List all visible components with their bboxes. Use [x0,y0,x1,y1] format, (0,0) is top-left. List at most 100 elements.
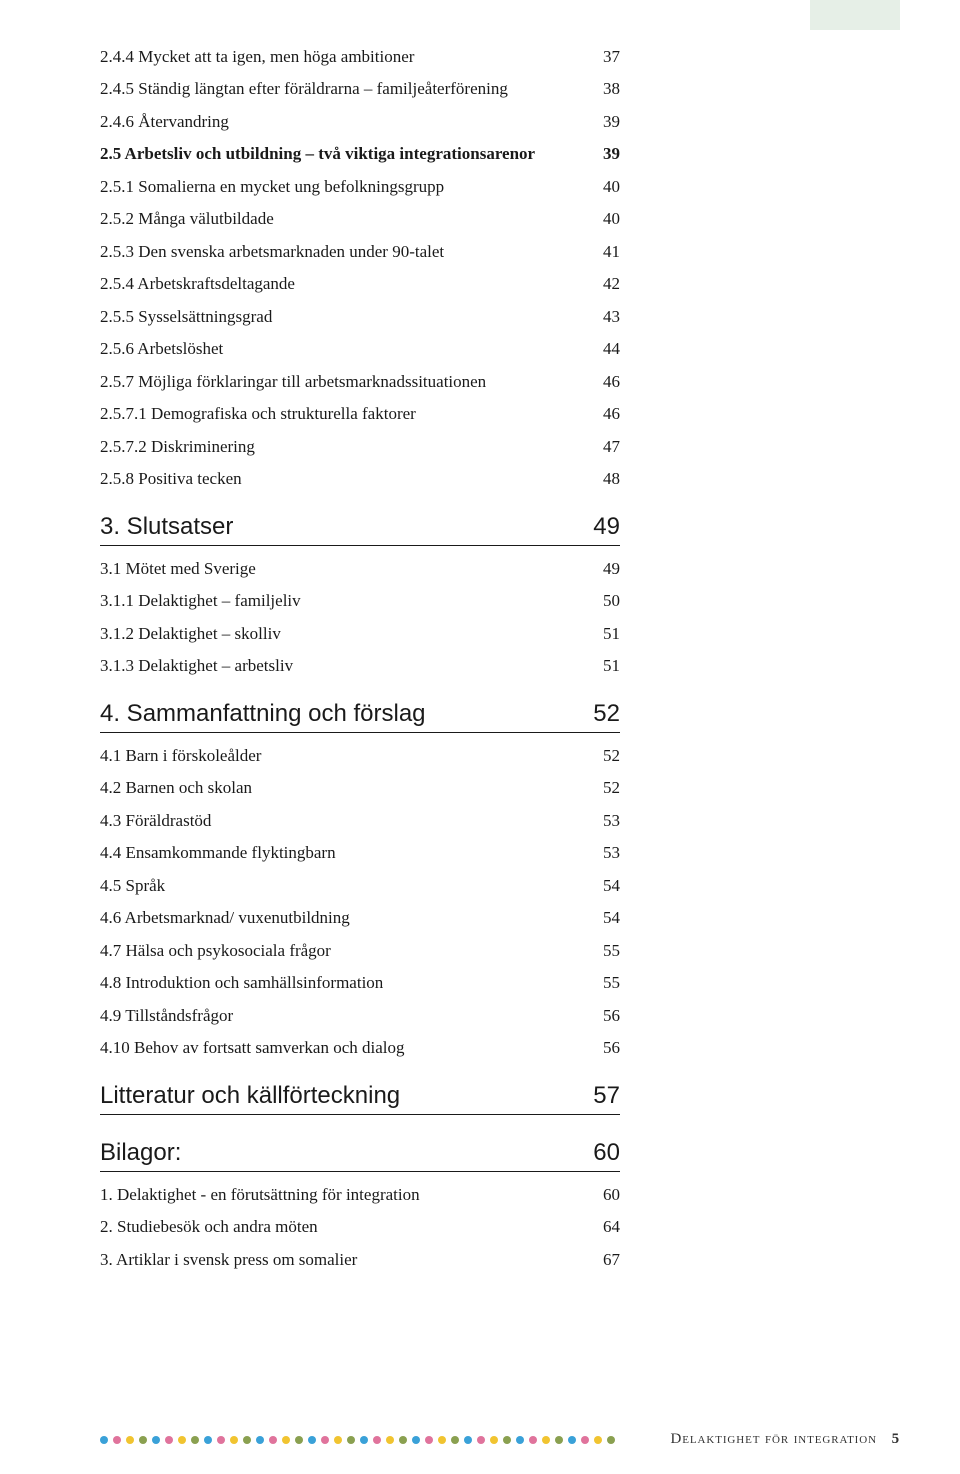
footer-dot [581,1436,589,1444]
toc-entry-page: 54 [592,905,620,931]
toc-heading-page: 57 [593,1082,620,1110]
toc-entry-page: 54 [592,873,620,899]
toc-entry: 3.1.3 Delaktighet – arbetsliv51 [100,650,620,683]
toc-entry: 2.5.8 Positiva tecken48 [100,463,620,496]
toc-entry: 2.4.6 Återvandring39 [100,105,620,138]
footer-dot [334,1436,342,1444]
toc-entry-page: 44 [592,336,620,362]
toc-heading-title: Bilagor: [100,1139,181,1167]
toc-entry-title: 3.1 Mötet med Sverige [100,556,592,582]
toc-entry: 2. Studiebesök och andra möten64 [100,1211,620,1244]
toc-heading-page: 52 [593,700,620,728]
toc-entry-title: 4.4 Ensamkommande flyktingbarn [100,840,592,866]
footer-dot [516,1436,524,1444]
toc-heading-title: Litteratur och källförteckning [100,1082,400,1110]
footer-dot [425,1436,433,1444]
toc-entry-title: 2.4.6 Återvandring [100,109,592,135]
toc-entry-page: 67 [592,1247,620,1273]
footer-dot [230,1436,238,1444]
toc-entry-page: 55 [592,938,620,964]
toc-entry-title: 3. Artiklar i svensk press om somalier [100,1247,592,1273]
footer-dot [308,1436,316,1444]
toc-entry-page: 38 [592,76,620,102]
footer-dot [451,1436,459,1444]
toc-entry-title: 2.5 Arbetsliv och utbildning – två vikti… [100,141,592,167]
toc-entry-page: 53 [592,840,620,866]
toc-entry-title: 4.7 Hälsa och psykosociala frågor [100,938,592,964]
toc-entry-title: 2. Studiebesök och andra möten [100,1214,592,1240]
footer-dot [165,1436,173,1444]
toc-entry-title: 2.5.5 Sysselsättningsgrad [100,304,592,330]
toc-entry-title: 4.8 Introduktion och samhällsinformation [100,970,592,996]
toc-entry: 3. Artiklar i svensk press om somalier67 [100,1243,620,1276]
footer-dot [607,1436,615,1444]
toc-entry-title: 2.5.1 Somalierna en mycket ung befolknin… [100,174,592,200]
side-accent-bar [810,0,900,30]
footer-dot [204,1436,212,1444]
footer-dot [477,1436,485,1444]
toc-entry: 2.5.7 Möjliga förklaringar till arbetsma… [100,365,620,398]
toc-entry: 2.5.7.2 Diskriminering47 [100,430,620,463]
toc-entry-page: 64 [592,1214,620,1240]
toc-entry-page: 53 [592,808,620,834]
toc-entry-title: 2.4.5 Ständig längtan efter föräldrarna … [100,76,592,102]
table-of-contents: 2.4.4 Mycket att ta igen, men höga ambit… [100,40,620,1276]
toc-entry-title: 2.5.7 Möjliga förklaringar till arbetsma… [100,369,592,395]
page-footer: Delaktighet för integration 5 [100,1431,900,1448]
toc-entry-title: 3.1.2 Delaktighet – skolliv [100,621,592,647]
toc-entry: 4.7 Hälsa och psykosociala frågor55 [100,934,620,967]
footer-dot [217,1436,225,1444]
toc-entry: 2.4.4 Mycket att ta igen, men höga ambit… [100,40,620,73]
toc-entry: 4.6 Arbetsmarknad/ vuxenutbildning54 [100,902,620,935]
toc-entry: 1. Delaktighet - en förutsättning för in… [100,1178,620,1211]
toc-entry-title: 4.9 Tillståndsfrågor [100,1003,592,1029]
toc-entry-page: 40 [592,174,620,200]
page: 2.4.4 Mycket att ta igen, men höga ambit… [0,0,960,1474]
toc-entry-page: 41 [592,239,620,265]
toc-entry: 3.1.1 Delaktighet – familjeliv50 [100,585,620,618]
toc-entry-page: 40 [592,206,620,232]
footer-title: Delaktighet för integration [671,1431,877,1447]
toc-section-heading: 3. Slutsatser49 [100,495,620,546]
toc-section-heading: Bilagor:60 [100,1121,620,1172]
toc-entry-page: 52 [592,775,620,801]
toc-entry-title: 2.5.2 Många välutbildade [100,206,592,232]
footer-dot [529,1436,537,1444]
footer-dot [464,1436,472,1444]
footer-dot [438,1436,446,1444]
footer-dot [243,1436,251,1444]
footer-text: Delaktighet för integration 5 [671,1431,900,1448]
toc-entry: 4.5 Språk54 [100,869,620,902]
footer-dot [555,1436,563,1444]
footer-dot [295,1436,303,1444]
toc-entry-page: 46 [592,369,620,395]
toc-entry: 4.10 Behov av fortsatt samverkan och dia… [100,1032,620,1065]
toc-entry: 2.5.7.1 Demografiska och strukturella fa… [100,398,620,431]
toc-entry: 4.9 Tillståndsfrågor56 [100,999,620,1032]
footer-dot [594,1436,602,1444]
toc-entry: 2.5.4 Arbetskraftsdeltagande42 [100,268,620,301]
toc-entry-page: 39 [592,141,620,167]
footer-dot [282,1436,290,1444]
footer-dot [139,1436,147,1444]
toc-entry: 2.5.6 Arbetslöshet44 [100,333,620,366]
toc-entry-title: 2.5.4 Arbetskraftsdeltagande [100,271,592,297]
toc-heading-title: 3. Slutsatser [100,513,233,541]
toc-entry-page: 56 [592,1035,620,1061]
footer-page-number: 5 [892,1431,900,1447]
toc-entry: 4.4 Ensamkommande flyktingbarn53 [100,837,620,870]
toc-entry-title: 2.5.3 Den svenska arbetsmarknaden under … [100,239,592,265]
toc-entry-title: 2.5.8 Positiva tecken [100,466,592,492]
footer-dot [373,1436,381,1444]
toc-entry-title: 4.10 Behov av fortsatt samverkan och dia… [100,1035,592,1061]
toc-entry-page: 46 [592,401,620,427]
toc-entry-title: 1. Delaktighet - en förutsättning för in… [100,1182,592,1208]
footer-dot [360,1436,368,1444]
toc-entry: 3.1.2 Delaktighet – skolliv51 [100,617,620,650]
toc-entry-page: 43 [592,304,620,330]
toc-entry-title: 2.4.4 Mycket att ta igen, men höga ambit… [100,44,592,70]
toc-entry-page: 51 [592,653,620,679]
footer-dot [256,1436,264,1444]
toc-entry: 4.3 Föräldrastöd53 [100,804,620,837]
footer-dot [321,1436,329,1444]
